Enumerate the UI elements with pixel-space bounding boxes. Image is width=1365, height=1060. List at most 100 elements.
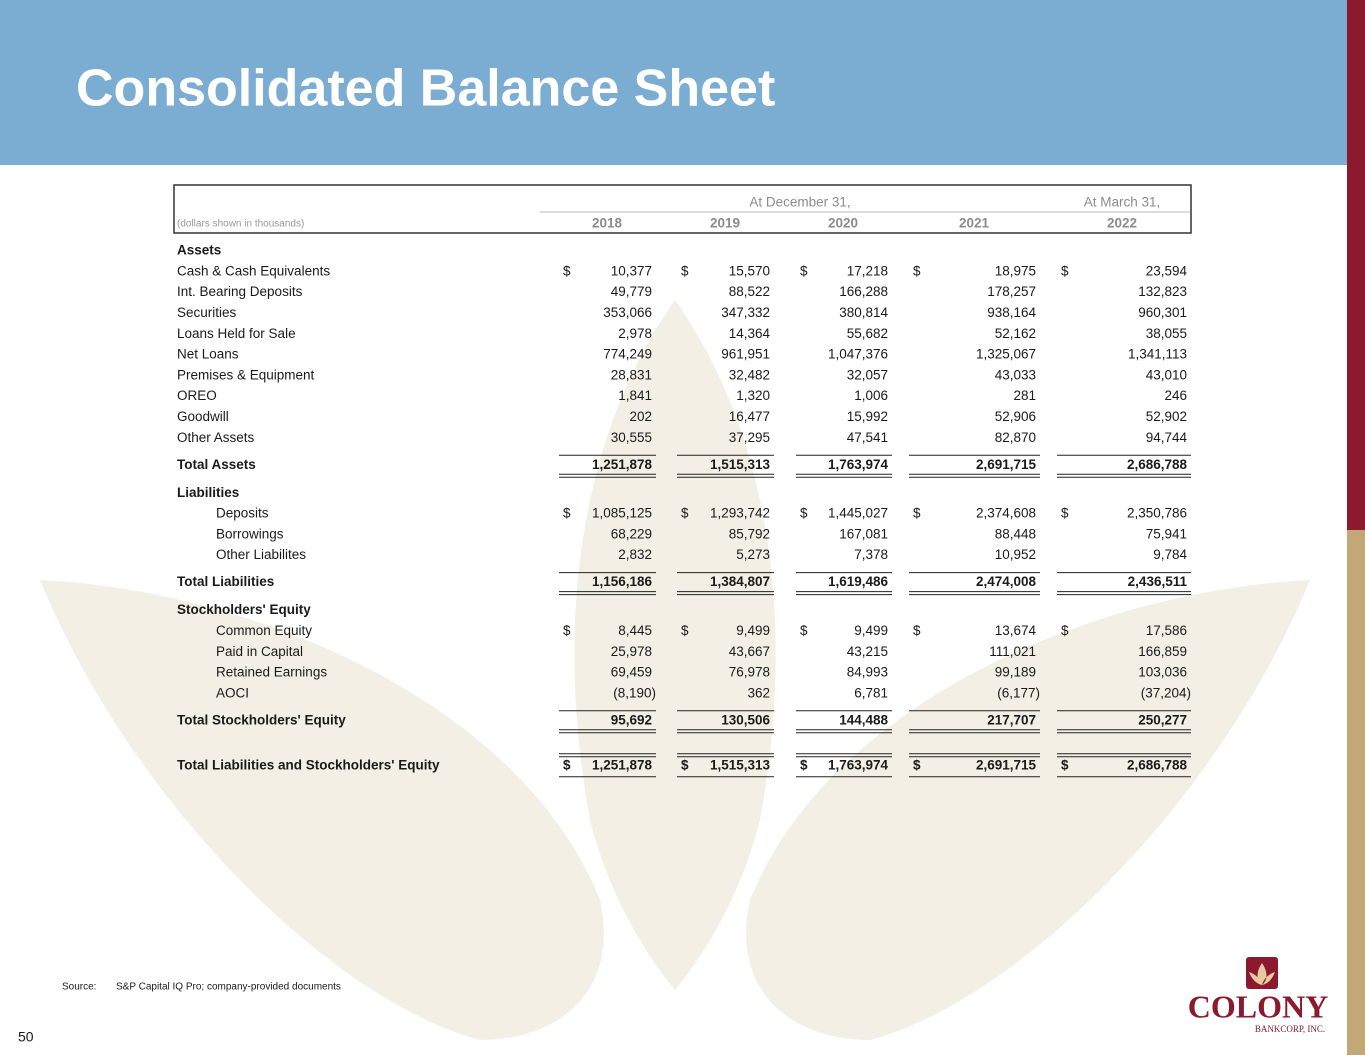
cell-value: 1,251,878: [592, 757, 653, 772]
watermark: [40, 300, 1310, 1040]
cell-value: 43,667: [729, 644, 770, 659]
cell-value: 14,364: [729, 326, 771, 341]
cell-value: 2,691,715: [976, 457, 1037, 472]
currency: $: [800, 623, 808, 638]
row-label: Borrowings: [216, 526, 284, 541]
cell-value: 52,162: [995, 326, 1036, 341]
cell-value: 16,477: [729, 409, 770, 424]
cell-value: 17,586: [1146, 623, 1187, 638]
units-note: (dollars shown in thousands): [177, 219, 304, 230]
cell-value: 1,619,486: [828, 574, 889, 589]
row-label: Int. Bearing Deposits: [177, 284, 303, 299]
row-label: Total Liabilities and Stockholders' Equi…: [177, 757, 440, 772]
cell-value: 144,488: [839, 712, 888, 727]
cell-value: 43,215: [847, 644, 888, 659]
cell-value: 95,692: [611, 712, 652, 727]
cell-value: 130,506: [721, 712, 770, 727]
cell-value: 5,273: [736, 547, 770, 562]
currency: $: [563, 506, 571, 521]
page-number: 50: [18, 1029, 34, 1045]
currency: $: [800, 757, 808, 772]
stripe: [1347, 0, 1365, 530]
cell-value: 2,374,608: [976, 506, 1036, 521]
row-label: Total Stockholders' Equity: [177, 712, 346, 727]
stripe: [1347, 530, 1365, 1055]
row-label: Goodwill: [177, 409, 229, 424]
cell-value: 69,459: [611, 665, 652, 680]
row-label: OREO: [177, 388, 217, 403]
cell-value: 88,522: [729, 284, 770, 299]
cell-value: 2,978: [618, 326, 652, 341]
cell-value: 1,320: [736, 388, 770, 403]
cell-value: 2,832: [618, 547, 652, 562]
currency: $: [681, 623, 689, 638]
cell-value: 52,906: [995, 409, 1036, 424]
cell-value: 43,033: [995, 367, 1036, 382]
logo-subtitle: BANKCORP, INC.: [1255, 1024, 1325, 1034]
cell-value: 43,010: [1146, 367, 1187, 382]
cell-value: 94,744: [1146, 430, 1188, 445]
row-label: Other Assets: [177, 430, 255, 445]
cell-value: 2,436,511: [1128, 574, 1188, 589]
cell-value: 774,249: [603, 347, 652, 362]
cell-value: 380,814: [839, 305, 888, 320]
row-label: Total Assets: [177, 457, 256, 472]
cell-value: 1,341,113: [1128, 347, 1187, 362]
cell-value: 99,189: [995, 665, 1036, 680]
cell-value: 1,515,313: [710, 457, 771, 472]
currency: $: [800, 506, 808, 521]
cell-value: 111,021: [989, 644, 1036, 659]
cell-value: 167,081: [839, 526, 888, 541]
cell-value: (6,177): [997, 685, 1040, 700]
cell-value: 166,288: [839, 284, 888, 299]
row-label: Premises & Equipment: [177, 367, 315, 382]
section-heading: Assets: [177, 243, 221, 258]
cell-value: 25,978: [611, 644, 652, 659]
currency: $: [1061, 506, 1069, 521]
cell-value: 15,570: [729, 263, 770, 278]
cell-value: 13,674: [995, 623, 1037, 638]
cell-value: 10,377: [611, 263, 652, 278]
cell-value: 1,445,027: [828, 506, 888, 521]
logo-name: COLONY: [1188, 988, 1328, 1024]
group-header: At December 31,: [749, 195, 850, 210]
row-label: Common Equity: [216, 623, 312, 638]
cell-value: 82,870: [995, 430, 1036, 445]
cell-value: 250,277: [1138, 712, 1187, 727]
header-band: [0, 0, 1347, 165]
year-header: 2020: [828, 216, 858, 231]
cell-value: 1,156,186: [592, 574, 653, 589]
currency: $: [681, 757, 689, 772]
currency: $: [913, 263, 921, 278]
cell-value: 2,350,786: [1127, 506, 1187, 521]
cell-value: 18,975: [995, 263, 1036, 278]
cell-value: 132,823: [1138, 284, 1187, 299]
currency: $: [1061, 263, 1069, 278]
cell-value: 353,066: [603, 305, 652, 320]
cell-value: 52,902: [1146, 409, 1187, 424]
cell-value: 10,952: [995, 547, 1036, 562]
row-label: Cash & Cash Equivalents: [177, 263, 330, 278]
cell-value: 1,515,313: [710, 757, 771, 772]
cell-value: 68,229: [611, 526, 652, 541]
cell-value: (37,204): [1141, 685, 1191, 700]
year-header: 2021: [959, 216, 990, 231]
cell-value: 1,251,878: [592, 457, 653, 472]
cell-value: 217,707: [987, 712, 1036, 727]
row-label: AOCI: [216, 685, 249, 700]
cell-value: 178,257: [987, 284, 1036, 299]
cell-value: 281: [1013, 388, 1036, 403]
cell-value: 961,951: [721, 347, 770, 362]
cell-value: 1,006: [854, 388, 888, 403]
cell-value: 2,474,008: [976, 574, 1037, 589]
currency: $: [681, 506, 689, 521]
section-heading: Stockholders' Equity: [177, 602, 311, 617]
cell-value: 103,036: [1138, 665, 1187, 680]
cell-value: 347,332: [721, 305, 770, 320]
cell-value: 84,993: [847, 665, 888, 680]
currency: $: [913, 757, 921, 772]
cell-value: 23,594: [1146, 263, 1188, 278]
row-label: Net Loans: [177, 347, 239, 362]
cell-value: 37,295: [729, 430, 770, 445]
